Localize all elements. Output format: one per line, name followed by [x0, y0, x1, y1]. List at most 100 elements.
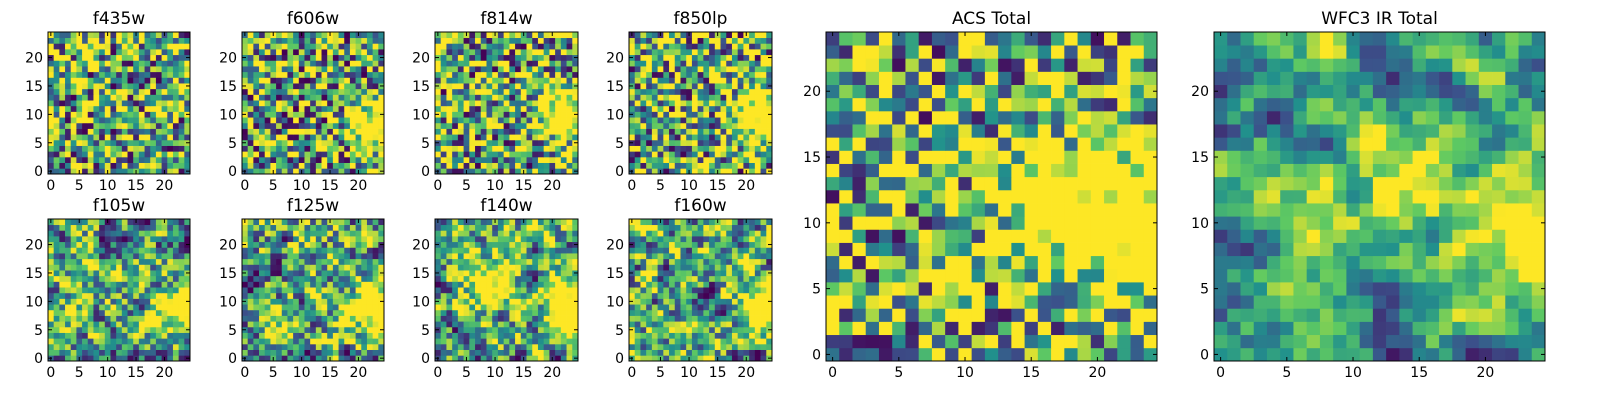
heatmap-cell	[378, 162, 385, 169]
heatmap-cell	[321, 241, 328, 248]
heatmap-cell	[315, 236, 322, 243]
heatmap-cell	[731, 94, 739, 101]
heatmap-cell	[640, 134, 647, 141]
heatmap-cell	[144, 139, 151, 146]
heatmap-cell	[253, 117, 260, 124]
heatmap-cell	[355, 60, 362, 67]
heatmap-cell	[515, 219, 522, 226]
heatmap-cell	[760, 128, 767, 135]
heatmap-cell	[651, 349, 658, 356]
heatmap-cell	[452, 134, 459, 141]
heatmap-cell	[127, 304, 134, 311]
heatmap-cell	[452, 258, 459, 265]
heatmap-cell	[127, 236, 134, 243]
heatmap-cell	[486, 264, 493, 271]
heatmap-cell	[492, 54, 499, 61]
heatmap-cell	[355, 54, 362, 61]
heatmap-cell	[497, 309, 504, 316]
heatmap-cell	[435, 258, 442, 265]
heatmap-cell	[361, 281, 368, 288]
heatmap-cell	[549, 162, 556, 169]
heatmap-cell	[366, 349, 373, 356]
heatmap-cell	[110, 258, 117, 265]
heatmap-cell	[503, 230, 510, 237]
heatmap-cell	[332, 343, 339, 350]
heatmap-cell	[259, 32, 266, 39]
heatmap-cell	[310, 71, 317, 78]
heatmap-cell	[572, 43, 579, 50]
heatmap-cell	[760, 77, 767, 84]
heatmap-cell	[172, 66, 179, 73]
heatmap-cell	[674, 54, 681, 61]
heatmap-cell	[172, 241, 179, 248]
heatmap-cell	[144, 230, 151, 237]
heatmap-cell	[70, 162, 77, 169]
heatmap-cell	[253, 326, 260, 333]
heatmap-cell	[178, 139, 185, 146]
heatmap-cell	[714, 122, 721, 129]
heatmap-cell	[287, 66, 294, 73]
heatmap-cell	[144, 66, 151, 73]
heatmap-cell	[435, 162, 442, 169]
heatmap-cell	[446, 349, 453, 356]
heatmap-cell	[310, 111, 317, 118]
heatmap-cell	[355, 156, 362, 163]
heatmap-cell	[697, 304, 704, 311]
heatmap-cell	[167, 94, 174, 101]
heatmap-cell	[361, 343, 368, 350]
heatmap-cell	[537, 355, 545, 362]
heatmap-cell	[697, 145, 704, 152]
heatmap-cell	[703, 321, 710, 328]
heatmap-cell	[161, 145, 168, 152]
heatmap-cell	[155, 128, 162, 135]
heatmap-cell	[110, 83, 117, 90]
heatmap-cell	[76, 258, 83, 265]
heatmap-cell	[264, 275, 271, 282]
heatmap-cell	[629, 162, 636, 169]
heatmap-cell	[144, 287, 151, 294]
heatmap-cell	[703, 43, 710, 50]
heatmap-cell	[537, 77, 545, 84]
heatmap-cell	[355, 264, 362, 271]
heatmap-cell	[475, 162, 482, 169]
heatmap-cell	[663, 343, 670, 350]
heatmap-cell	[537, 230, 545, 237]
heatmap-cell	[520, 111, 527, 118]
heatmap-cell	[121, 71, 128, 78]
heatmap-cell	[304, 32, 311, 39]
heatmap-cell	[566, 275, 573, 282]
heatmap-cell	[349, 241, 356, 248]
heatmap-cell	[526, 139, 533, 146]
heatmap-cell	[281, 83, 288, 90]
heatmap-cell	[532, 236, 539, 243]
heatmap-cell	[440, 321, 447, 328]
heatmap-cell	[310, 315, 317, 322]
heatmap-cell	[161, 270, 168, 277]
heatmap-cell	[634, 355, 641, 362]
heatmap-cell	[657, 275, 664, 282]
heatmap-cell	[640, 88, 647, 95]
heatmap-cell	[332, 94, 339, 101]
heatmap-cell	[691, 309, 698, 316]
heatmap-cell	[355, 88, 362, 95]
heatmap-cell	[543, 43, 550, 50]
heatmap-cell	[167, 43, 174, 50]
heatmap-cell	[332, 270, 339, 277]
heatmap-cell	[549, 151, 556, 158]
heatmap-cell	[766, 162, 773, 169]
heatmap-cell	[172, 71, 179, 78]
heatmap-cell	[691, 281, 698, 288]
heatmap-cell	[509, 349, 516, 356]
heatmap-cell	[560, 224, 567, 231]
heatmap-cell	[65, 168, 72, 175]
heatmap-cell	[127, 168, 134, 175]
heatmap-cell	[355, 298, 362, 305]
heatmap-cell	[555, 134, 562, 141]
heatmap-cell	[629, 71, 636, 78]
heatmap-cell	[760, 287, 767, 294]
heatmap-cell	[184, 281, 191, 288]
heatmap-cell	[110, 355, 117, 362]
heatmap-cell	[361, 139, 368, 146]
heatmap-cell	[737, 292, 744, 299]
heatmap-cell	[674, 349, 681, 356]
